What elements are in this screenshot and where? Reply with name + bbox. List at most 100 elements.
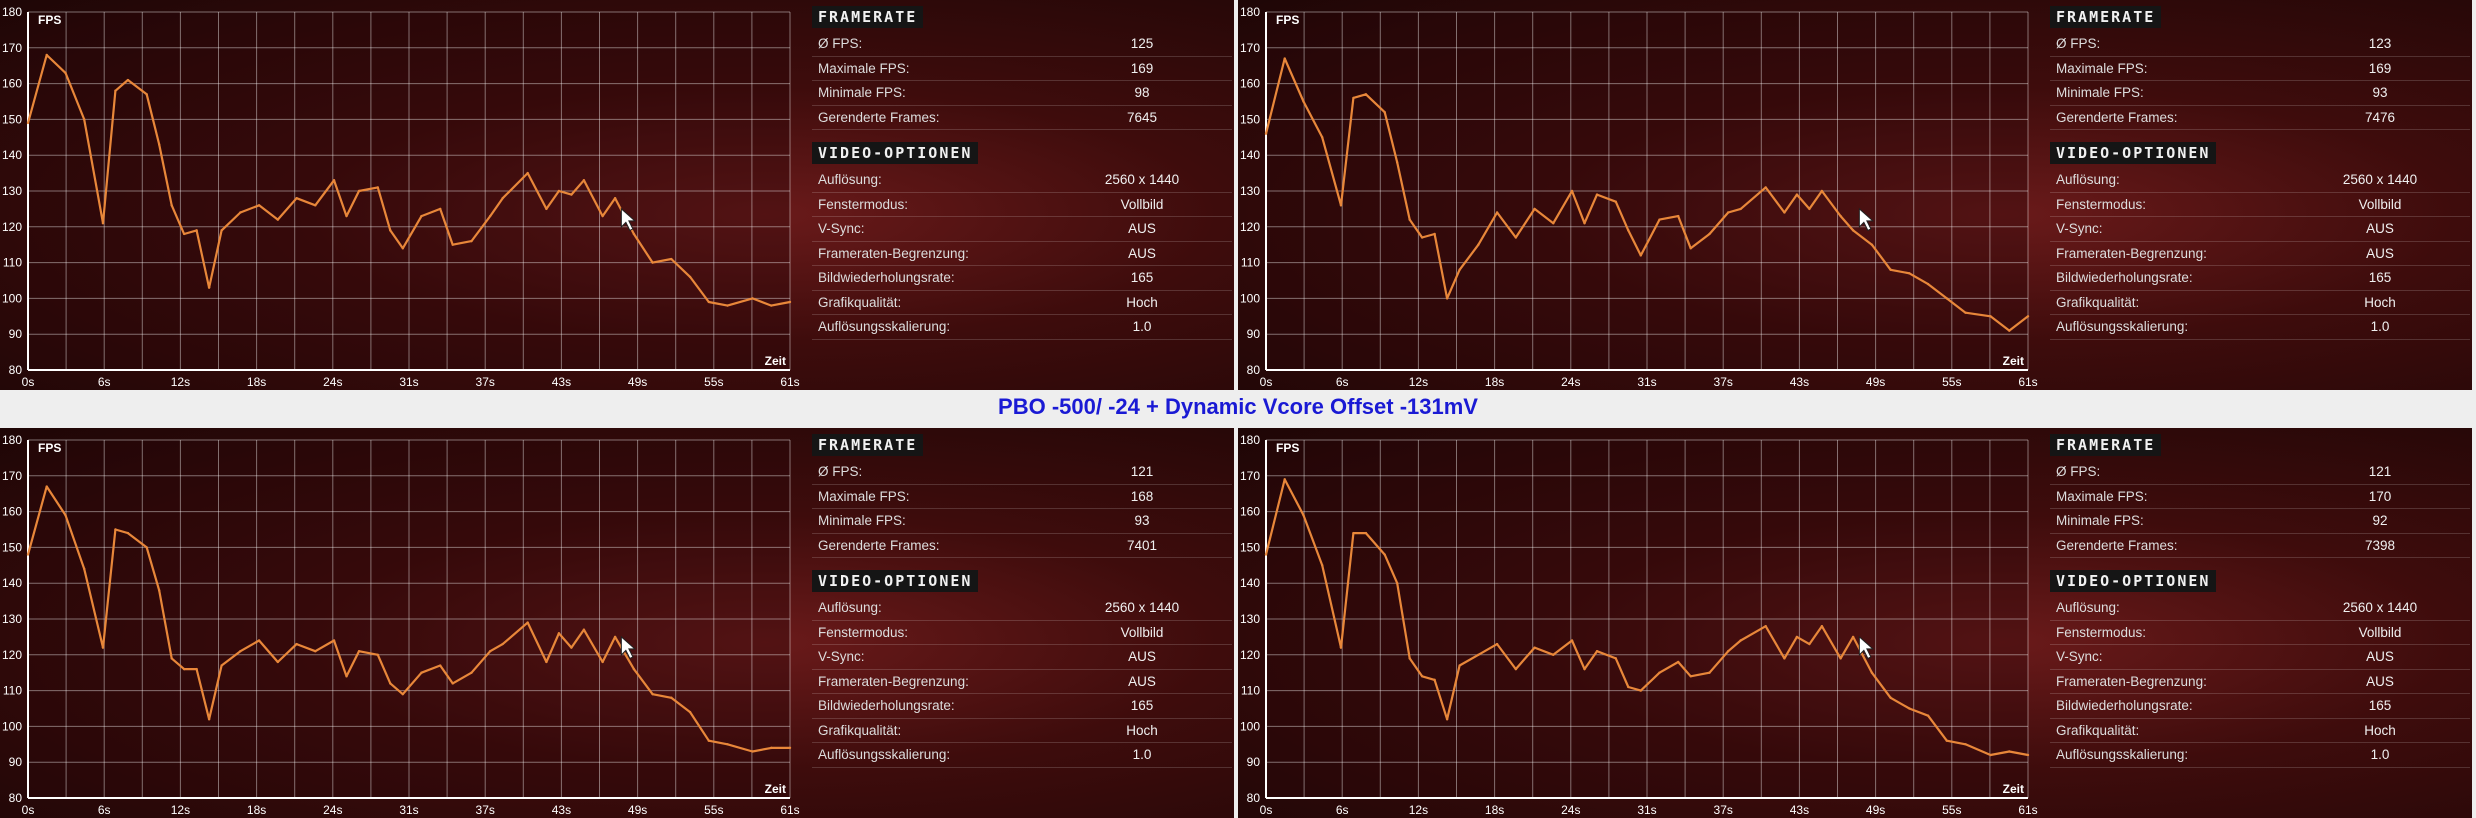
y-tick-label: 90 xyxy=(9,755,23,769)
data-point xyxy=(182,667,186,671)
stat-row-avg-fps: Ø FPS: 121 xyxy=(812,460,1232,485)
data-point xyxy=(1739,639,1742,642)
framerate-header: FRAMERATE xyxy=(812,434,924,456)
x-tick-label: 18s xyxy=(1485,375,1504,389)
y-tick-label: 160 xyxy=(2,505,22,519)
data-point xyxy=(582,179,586,182)
stat-row-quality: Grafikqualität: Hoch xyxy=(812,291,1232,315)
data-point xyxy=(401,692,404,696)
stat-row-fps-limit: Frameraten-Begrenzung: AUS xyxy=(812,242,1232,266)
data-point xyxy=(670,257,673,261)
data-point xyxy=(488,650,492,653)
stat-value: 125 xyxy=(1130,36,1154,51)
stat-row-window-mode: Fenstermodus: Vollbild xyxy=(2050,621,2470,645)
stat-value: 121 xyxy=(2368,464,2392,479)
data-point xyxy=(1321,564,1324,567)
x-axis-label: Zeit xyxy=(765,782,786,796)
stat-label: Bildwiederholungsrate: xyxy=(2056,698,2193,713)
stat-label: Auflösung: xyxy=(818,600,882,615)
data-point xyxy=(1283,478,1286,481)
video-options-header: VIDEO-OPTIONEN xyxy=(2050,570,2217,592)
data-point xyxy=(788,300,792,304)
data-point xyxy=(1395,582,1399,585)
data-point xyxy=(1839,214,1842,218)
stat-row-vsync: V-Sync: AUS xyxy=(2050,217,2470,242)
framerate-header: FRAMERATE xyxy=(2050,434,2162,456)
y-tick-label: 120 xyxy=(1240,648,1260,662)
data-point xyxy=(688,275,692,279)
stat-row-frames: Gerenderte Frames: 7645 xyxy=(812,106,1232,130)
stat-value: Vollbild xyxy=(2358,196,2402,212)
x-tick-label: 49s xyxy=(628,375,647,389)
stat-label: V-Sync: xyxy=(2056,649,2103,664)
y-tick-label: 90 xyxy=(1247,327,1261,341)
data-point xyxy=(1908,707,1911,710)
x-tick-label: 24s xyxy=(323,803,342,817)
data-point xyxy=(1583,667,1586,671)
x-tick-label: 12s xyxy=(171,803,190,817)
x-tick-label: 31s xyxy=(399,803,418,817)
data-point xyxy=(613,196,617,200)
x-tick-label: 37s xyxy=(1714,803,1733,817)
data-point xyxy=(1708,232,1711,236)
data-point xyxy=(1364,93,1368,96)
stat-row-fps-limit: Frameraten-Begrenzung: AUS xyxy=(812,670,1232,694)
y-tick-label: 160 xyxy=(1240,505,1260,519)
data-point xyxy=(570,193,573,196)
stat-label: Grafikqualität: xyxy=(2056,294,2140,310)
stat-label: Auflösung: xyxy=(2056,172,2120,187)
data-point xyxy=(1264,553,1268,556)
data-point xyxy=(295,196,298,200)
x-tick-label: 31s xyxy=(1637,803,1656,817)
data-point xyxy=(357,189,361,193)
data-point xyxy=(64,513,67,517)
stat-value: 165 xyxy=(1130,270,1154,285)
stat-value: Hoch xyxy=(2364,294,2396,310)
stat-row-window-mode: Fenstermodus: Vollbild xyxy=(812,193,1232,217)
stat-label: Gerenderte Frames: xyxy=(2056,537,2178,553)
stat-row-min-fps: Minimale FPS: 98 xyxy=(812,81,1232,106)
framerate-header: FRAMERATE xyxy=(812,6,924,28)
stat-row-min-fps: Minimale FPS: 92 xyxy=(2050,509,2470,534)
stat-row-fps-limit: Frameraten-Begrenzung: AUS xyxy=(2050,670,2470,694)
stat-label: Auflösungsskalierung: xyxy=(818,319,951,334)
data-point xyxy=(1839,657,1842,660)
data-point xyxy=(220,664,223,667)
data-point xyxy=(1870,671,1874,674)
stats-panel: FRAMERATE Ø FPS: 121 Maximale FPS: 168 Minima… xyxy=(812,434,1232,768)
data-point xyxy=(1533,646,1536,649)
y-axis-label: FPS xyxy=(1276,441,1299,455)
data-point xyxy=(1870,243,1874,246)
x-tick-label: 12s xyxy=(1409,803,1428,817)
stat-label: Bildwiederholungsrate: xyxy=(2056,270,2193,285)
stat-label: Fenstermodus: xyxy=(818,196,909,212)
framerate-header: FRAMERATE xyxy=(2050,6,2162,28)
stat-value: AUS xyxy=(1128,673,1156,689)
y-tick-label: 80 xyxy=(1247,363,1261,377)
stat-value: 170 xyxy=(2368,488,2392,504)
x-tick-label: 61s xyxy=(2018,375,2037,389)
data-point xyxy=(1321,136,1324,139)
data-point xyxy=(770,746,773,750)
stat-label: Minimale FPS: xyxy=(818,85,906,100)
stat-row-vsync: V-Sync: AUS xyxy=(812,217,1232,242)
x-tick-label: 37s xyxy=(1714,375,1733,389)
stat-row-resolution: Auflösung: 2560 x 1440 xyxy=(2050,168,2470,193)
data-point xyxy=(2008,329,2011,332)
stat-value: 169 xyxy=(2368,60,2392,76)
y-tick-label: 90 xyxy=(9,327,23,341)
stat-value: 92 xyxy=(2372,513,2388,528)
x-tick-label: 0s xyxy=(22,803,35,817)
panel-bottom-left: 80 90 100 110 120 130 140 150 160 170 180 0s 6s 12s 18… xyxy=(0,428,1234,818)
stat-row-vsync: V-Sync: AUS xyxy=(812,645,1232,670)
stat-row-window-mode: Fenstermodus: Vollbild xyxy=(812,621,1232,645)
data-point xyxy=(770,304,773,307)
data-point xyxy=(182,232,186,236)
data-point xyxy=(207,286,211,289)
x-tick-label: 43s xyxy=(1790,803,1809,817)
y-tick-label: 80 xyxy=(9,363,23,377)
data-point xyxy=(1639,689,1642,692)
x-tick-label: 61s xyxy=(780,375,799,389)
data-point xyxy=(239,650,242,653)
stat-value: 2560 x 1440 xyxy=(2342,172,2418,187)
